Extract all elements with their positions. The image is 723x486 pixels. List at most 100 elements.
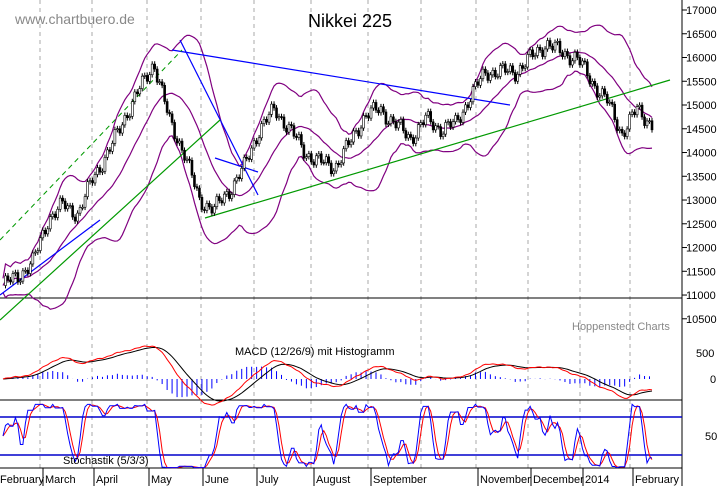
- candle-body: [153, 63, 156, 70]
- candle-body: [419, 122, 423, 125]
- candle-body: [506, 71, 510, 73]
- candle-body: [173, 122, 176, 140]
- candle-body: [46, 228, 50, 235]
- candle-body: [593, 80, 597, 87]
- price-tick-label: 11500: [686, 266, 716, 278]
- candle-body: [193, 174, 196, 187]
- candle-body: [235, 176, 239, 182]
- candle-body: [461, 111, 465, 123]
- candle-body: [484, 68, 487, 74]
- candle-body: [48, 216, 52, 230]
- candle-body: [511, 65, 515, 73]
- candle-body: [29, 263, 32, 274]
- candle-body: [317, 153, 321, 157]
- candle-body: [213, 206, 216, 214]
- candle-body: [374, 102, 378, 111]
- candle-body: [158, 81, 161, 84]
- candle-body: [404, 130, 408, 139]
- month-label: August: [316, 474, 350, 486]
- macd-line: [2, 345, 653, 406]
- candle-body: [121, 124, 124, 134]
- candle-body: [387, 123, 390, 125]
- candle-body: [300, 134, 303, 146]
- candle-body: [16, 272, 20, 283]
- candle-body: [118, 128, 122, 134]
- candle-body: [148, 74, 152, 82]
- candle-body: [223, 193, 226, 204]
- candle-body: [347, 140, 350, 146]
- candle-body: [275, 107, 278, 119]
- candle-body: [578, 57, 582, 66]
- candle-body: [605, 93, 609, 104]
- trendlines: [0, 39, 671, 321]
- candle-body: [466, 104, 470, 108]
- candle-body: [98, 167, 102, 173]
- candle-body: [372, 102, 375, 109]
- candle-body: [19, 280, 22, 283]
- candle-body: [561, 52, 564, 57]
- candle-body: [138, 88, 142, 95]
- month-label: June: [205, 474, 229, 486]
- candle-body: [56, 208, 60, 218]
- candle-body: [531, 49, 534, 58]
- trendline-dashed: [0, 49, 183, 241]
- candle-body: [68, 205, 72, 207]
- candle-body: [160, 81, 164, 86]
- candle-body: [610, 101, 614, 105]
- candle-body: [643, 116, 646, 126]
- candle-body: [252, 140, 256, 149]
- macd-tick-label: 0: [710, 374, 716, 386]
- candle-body: [558, 40, 562, 53]
- candle-body: [434, 125, 437, 131]
- candle-body: [195, 186, 199, 189]
- candle-body: [451, 121, 455, 128]
- candle-body: [426, 111, 430, 116]
- candle-body: [618, 129, 621, 131]
- macd-label: MACD (12/26/9) mit Histogramm: [235, 346, 395, 358]
- candle-body: [474, 81, 477, 87]
- candle-body: [36, 250, 40, 253]
- candle-body: [38, 237, 42, 251]
- candle-body: [357, 130, 360, 137]
- trendline: [204, 79, 671, 219]
- candle-body: [315, 155, 318, 166]
- candle-body: [581, 60, 584, 66]
- candle-body: [369, 107, 373, 119]
- candle-body: [66, 205, 69, 210]
- candle-body: [600, 88, 604, 97]
- candle-body: [359, 127, 363, 137]
- candle-body: [367, 115, 370, 119]
- candle-body: [471, 86, 475, 103]
- candle-body: [227, 191, 231, 199]
- price-tick-label: 15000: [686, 100, 717, 112]
- candle-body: [218, 196, 221, 201]
- grid: [0, 0, 683, 486]
- macd-tick-label: 500: [696, 348, 714, 360]
- candle-body: [9, 279, 12, 283]
- candle-body: [78, 207, 82, 214]
- stochastic-panel: [0, 403, 682, 469]
- candle-body: [71, 205, 74, 218]
- candle-body: [76, 212, 79, 222]
- candle-body: [106, 149, 109, 158]
- month-label: April: [96, 474, 118, 486]
- candle-body: [551, 45, 554, 51]
- candle-body: [513, 72, 517, 82]
- candle-body: [140, 75, 144, 89]
- candle-body: [446, 121, 450, 123]
- candle-body: [334, 163, 338, 172]
- candle-body: [528, 49, 532, 55]
- candle-body: [131, 101, 134, 117]
- candle-body: [407, 134, 410, 139]
- candle-body: [290, 124, 293, 126]
- candle-body: [591, 80, 594, 85]
- band-middle: [2, 51, 653, 286]
- candle-body: [302, 144, 306, 159]
- candle-body: [245, 156, 248, 159]
- trendline: [171, 49, 511, 106]
- watermark: www.chartbuero.de: [14, 11, 135, 27]
- candle-body: [414, 137, 418, 144]
- stoch-label: Stochastik (5/3/3): [63, 455, 149, 467]
- candle-body: [456, 115, 460, 120]
- candle-body: [384, 111, 388, 125]
